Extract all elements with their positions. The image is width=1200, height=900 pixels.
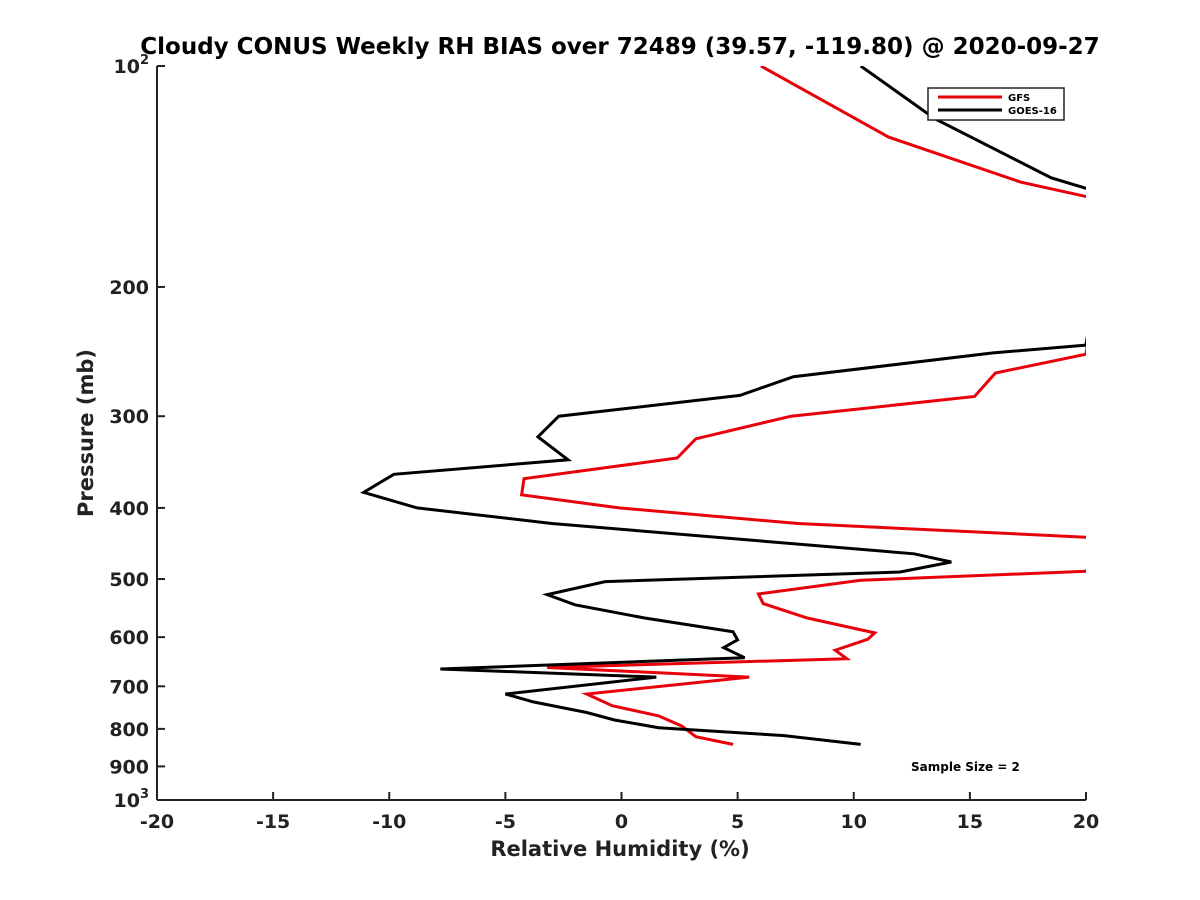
sample-size-annotation: Sample Size = 2 xyxy=(911,760,1020,774)
y-tick-label: 600 xyxy=(109,627,149,649)
series-layer xyxy=(359,66,1086,746)
y-tick-label: 300 xyxy=(109,406,149,428)
y-tick-label-exponent: 3 xyxy=(140,787,149,802)
y-tick-label: 900 xyxy=(109,756,149,778)
y-tick-label-base: 10 xyxy=(114,56,140,78)
y-tick-label: 500 xyxy=(109,569,149,591)
x-tick-label: 0 xyxy=(615,811,628,833)
legend-label-gfs: GFS xyxy=(1008,93,1030,104)
y-tick-label: 700 xyxy=(109,676,149,698)
x-tick-label: -10 xyxy=(372,811,406,833)
y-tick-label-base: 10 xyxy=(114,790,140,812)
x-tick-label: -5 xyxy=(495,811,516,833)
y-axis-label: Pressure (mb) xyxy=(74,349,98,517)
series-line-gfs xyxy=(519,66,1086,746)
x-tick-label: 10 xyxy=(841,811,867,833)
y-tick-label: 800 xyxy=(109,719,149,741)
y-tick-label: 200 xyxy=(109,277,149,299)
legend-box xyxy=(927,87,1065,121)
y-tick-label: 102 xyxy=(114,53,150,78)
y-tick-label: 400 xyxy=(109,498,149,520)
y-tick-label-exponent: 2 xyxy=(140,53,149,68)
chart-title: Cloudy CONUS Weekly RH BIAS over 72489 (… xyxy=(140,34,1099,60)
legend: GFS GOES-16 xyxy=(927,87,1065,121)
x-tick-label: -15 xyxy=(256,811,290,833)
x-axis: -20 -15 -10 -5 0 5 10 15 20 xyxy=(140,792,1099,833)
series-line-goes-16 xyxy=(359,66,1086,746)
x-tick-label: 20 xyxy=(1073,811,1099,833)
x-axis-label: Relative Humidity (%) xyxy=(490,837,749,861)
x-tick-label: -20 xyxy=(140,811,174,833)
legend-label-goes-16: GOES-16 xyxy=(1008,106,1057,117)
y-tick-label: 103 xyxy=(114,787,150,812)
x-tick-label: 15 xyxy=(957,811,983,833)
x-tick-label: 5 xyxy=(731,811,744,833)
